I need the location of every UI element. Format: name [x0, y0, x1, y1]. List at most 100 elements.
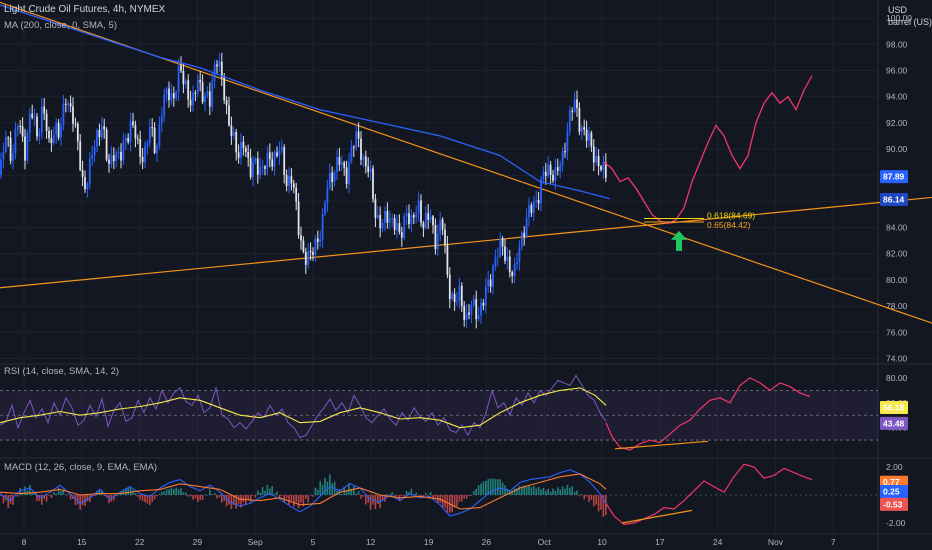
candle[interactable]: [33, 116, 36, 118]
candle[interactable]: [549, 164, 552, 175]
candle[interactable]: [105, 129, 108, 160]
rsi-ma-line[interactable]: [0, 387, 607, 429]
candle[interactable]: [511, 272, 514, 276]
candle[interactable]: [429, 216, 432, 220]
candle[interactable]: [76, 123, 79, 142]
candle[interactable]: [595, 155, 598, 163]
candle[interactable]: [544, 171, 547, 176]
candle[interactable]: [393, 218, 396, 230]
candle[interactable]: [57, 122, 60, 138]
candle[interactable]: [398, 223, 401, 232]
candle[interactable]: [139, 139, 142, 157]
candle[interactable]: [228, 105, 230, 126]
candle[interactable]: [141, 156, 144, 163]
candle[interactable]: [112, 155, 115, 162]
candle[interactable]: [523, 232, 526, 237]
candle[interactable]: [307, 251, 310, 265]
candle[interactable]: [55, 122, 58, 135]
macd-trendline[interactable]: [621, 509, 693, 524]
candle[interactable]: [314, 238, 317, 255]
candle[interactable]: [547, 164, 550, 176]
candle[interactable]: [48, 131, 50, 139]
candle[interactable]: [518, 247, 521, 262]
candle[interactable]: [84, 177, 86, 190]
candle[interactable]: [585, 129, 588, 141]
candle[interactable]: [352, 146, 355, 148]
candle[interactable]: [144, 146, 146, 163]
candle[interactable]: [36, 116, 38, 137]
candle[interactable]: [60, 125, 62, 138]
candle[interactable]: [600, 166, 602, 170]
candle[interactable]: [64, 103, 67, 105]
candle[interactable]: [559, 165, 562, 171]
candle[interactable]: [489, 279, 492, 287]
ascending-trendline[interactable]: [0, 196, 932, 289]
candle[interactable]: [184, 80, 187, 85]
candle[interactable]: [465, 312, 468, 320]
candle[interactable]: [573, 99, 576, 112]
candle[interactable]: [583, 127, 586, 130]
macd-line[interactable]: [0, 469, 607, 517]
candle[interactable]: [9, 137, 12, 161]
candle[interactable]: [427, 213, 430, 220]
candle[interactable]: [38, 133, 41, 137]
candle[interactable]: [156, 146, 158, 153]
candle[interactable]: [273, 152, 276, 167]
candle[interactable]: [103, 126, 106, 130]
candle[interactable]: [302, 240, 305, 252]
candle[interactable]: [120, 152, 122, 161]
candle[interactable]: [232, 132, 235, 136]
candle[interactable]: [266, 152, 269, 169]
candle[interactable]: [384, 211, 386, 223]
candle[interactable]: [256, 158, 259, 175]
ma-legend[interactable]: MA (200, close, 0, SMA, 5): [4, 20, 117, 31]
candle[interactable]: [355, 131, 358, 148]
rsi-trendline[interactable]: [614, 440, 709, 450]
candle[interactable]: [412, 215, 415, 218]
candle[interactable]: [0, 159, 2, 176]
candle[interactable]: [592, 146, 595, 163]
candle[interactable]: [297, 201, 300, 236]
candle[interactable]: [146, 143, 149, 147]
candle[interactable]: [357, 131, 360, 139]
candle[interactable]: [460, 285, 463, 306]
candle[interactable]: [254, 158, 257, 163]
candle[interactable]: [93, 146, 96, 155]
candle[interactable]: [211, 80, 214, 107]
candle[interactable]: [223, 77, 226, 101]
candle[interactable]: [388, 219, 391, 223]
candle[interactable]: [21, 126, 24, 137]
candle[interactable]: [148, 127, 151, 144]
candle[interactable]: [50, 138, 53, 143]
candle[interactable]: [580, 127, 583, 132]
candle[interactable]: [24, 136, 26, 161]
candle[interactable]: [535, 199, 538, 202]
candle[interactable]: [333, 172, 336, 182]
candle[interactable]: [513, 264, 516, 276]
candle[interactable]: [40, 106, 43, 134]
candle[interactable]: [16, 126, 19, 130]
candle[interactable]: [26, 132, 29, 161]
candle[interactable]: [194, 92, 197, 94]
candle[interactable]: [446, 245, 449, 275]
candle[interactable]: [278, 150, 281, 156]
candle[interactable]: [110, 155, 113, 164]
candle[interactable]: [475, 299, 478, 320]
candle[interactable]: [492, 266, 494, 287]
candle[interactable]: [132, 121, 134, 126]
candle[interactable]: [192, 92, 194, 106]
candle[interactable]: [506, 256, 509, 261]
candle[interactable]: [264, 166, 266, 169]
candle[interactable]: [304, 251, 307, 265]
candle[interactable]: [504, 246, 506, 261]
candle[interactable]: [324, 203, 326, 214]
candle[interactable]: [237, 152, 240, 158]
candle[interactable]: [163, 94, 166, 117]
candle[interactable]: [417, 200, 420, 214]
candle[interactable]: [400, 231, 403, 238]
candle[interactable]: [379, 214, 382, 229]
price-pane[interactable]: 0.618(84.69)0.65(84.42): [0, 1, 932, 329]
candle[interactable]: [420, 200, 422, 223]
candle[interactable]: [331, 172, 334, 182]
